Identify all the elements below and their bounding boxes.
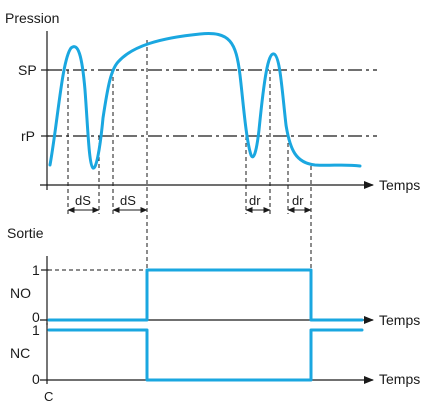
nc-tick-low-label: 0 bbox=[32, 371, 40, 387]
sp-label: SP bbox=[18, 62, 37, 78]
pressure-curve bbox=[48, 32, 362, 170]
no-output-signal bbox=[47, 268, 364, 322]
no-label: NO bbox=[10, 285, 31, 301]
rp-label: rP bbox=[21, 128, 35, 144]
pressure-time-label: Temps bbox=[379, 177, 420, 193]
no-tick-high-label: 1 bbox=[32, 262, 40, 278]
no-tick-low-label: 0 bbox=[32, 309, 40, 325]
output-section-title: Sortie bbox=[7, 225, 44, 241]
nc-label: NC bbox=[10, 345, 30, 361]
delay-label-ds-1: dS bbox=[75, 193, 91, 208]
nc-time-label: Temps bbox=[379, 371, 420, 387]
no-time-label: Temps bbox=[379, 312, 420, 328]
nc-output-signal bbox=[47, 328, 364, 382]
delay-label-ds-2: dS bbox=[120, 193, 136, 208]
nc-tick-high-label: 1 bbox=[32, 322, 40, 338]
delay-label-dr-1: dr bbox=[249, 193, 261, 208]
footer-fragment: C bbox=[44, 389, 53, 401]
delay-label-dr-2: dr bbox=[292, 193, 304, 208]
pressure-axis-label: Pression bbox=[5, 10, 59, 26]
